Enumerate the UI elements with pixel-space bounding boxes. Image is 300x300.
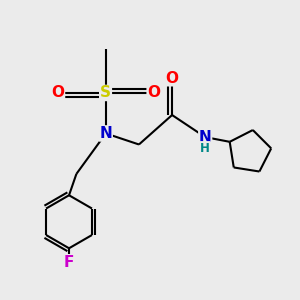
Text: O: O — [166, 71, 178, 86]
Text: H: H — [200, 142, 210, 155]
Text: S: S — [100, 85, 111, 100]
Text: O: O — [147, 85, 160, 100]
Text: O: O — [52, 85, 64, 100]
Text: F: F — [64, 255, 74, 270]
Text: N: N — [199, 130, 211, 145]
Text: N: N — [100, 126, 112, 141]
